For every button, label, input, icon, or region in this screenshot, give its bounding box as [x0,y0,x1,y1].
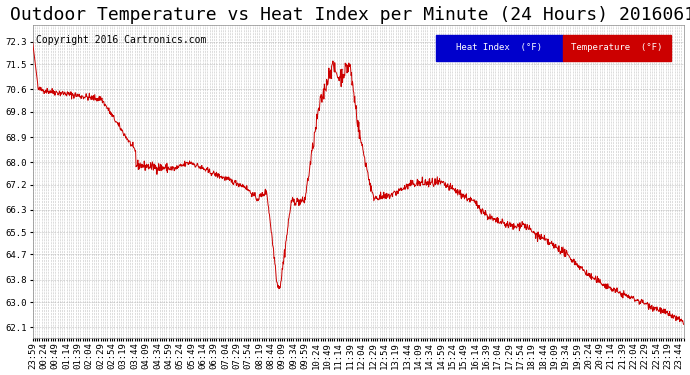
Text: Temperature  (°F): Temperature (°F) [571,43,662,52]
Title: Outdoor Temperature vs Heat Index per Minute (24 Hours) 20160616: Outdoor Temperature vs Heat Index per Mi… [10,6,690,24]
FancyBboxPatch shape [563,34,671,61]
Text: Heat Index  (°F): Heat Index (°F) [456,43,542,52]
Text: Copyright 2016 Cartronics.com: Copyright 2016 Cartronics.com [36,34,206,45]
FancyBboxPatch shape [436,34,563,61]
